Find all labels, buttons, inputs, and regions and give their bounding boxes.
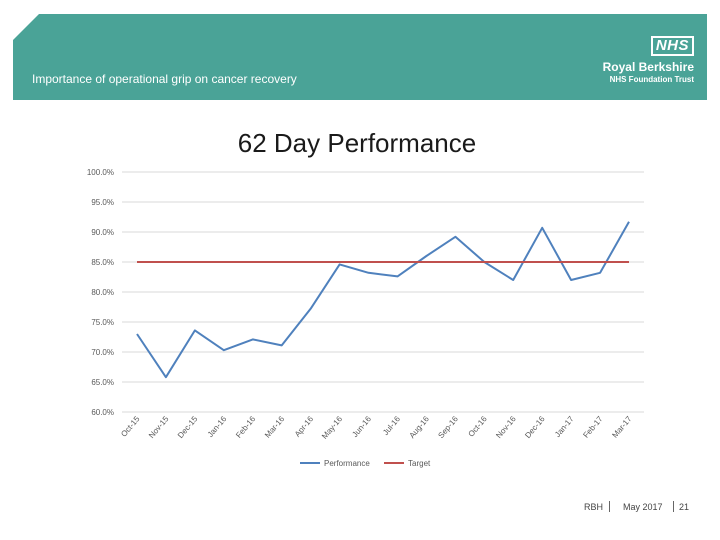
- x-tick-label: Feb-16: [234, 414, 258, 440]
- y-tick-label: 60.0%: [91, 408, 114, 417]
- x-tick-label: Jan-16: [206, 414, 229, 439]
- y-tick-label: 85.0%: [91, 258, 114, 267]
- x-tick-label: Apr-16: [293, 414, 316, 439]
- footer-separator: [609, 501, 610, 512]
- x-tick-label: Dec-15: [176, 414, 200, 440]
- y-tick-label: 95.0%: [91, 198, 114, 207]
- slide-subtitle: Importance of operational grip on cancer…: [32, 72, 297, 86]
- x-tick-label: Nov-15: [147, 414, 171, 440]
- chart-series: [136, 221, 630, 379]
- org-name: Royal Berkshire: [602, 60, 694, 74]
- footer-org: RBH: [584, 502, 604, 512]
- x-tick-label: Jan-17: [553, 414, 576, 439]
- x-tick-label: Mar-16: [263, 414, 287, 440]
- x-tick-label: Oct-16: [466, 414, 489, 439]
- x-tick-label: Feb-17: [581, 414, 605, 440]
- x-tick-label: Jul-16: [381, 414, 402, 437]
- x-tick-label: Mar-17: [610, 414, 634, 440]
- chart-title: 62 Day Performance: [237, 128, 477, 158]
- x-tick-label: Aug-16: [407, 414, 431, 440]
- page-number: 21: [679, 502, 690, 512]
- y-tick-label: 75.0%: [91, 318, 114, 327]
- x-tick-label: Oct-15: [119, 414, 142, 439]
- footer-separator: [673, 501, 674, 512]
- x-tick-label: Jun-16: [350, 414, 373, 439]
- banner-corner: [13, 14, 39, 40]
- chart-legend: Performance Target: [300, 459, 431, 468]
- footer-date: May 2017: [623, 502, 663, 512]
- x-axis: Oct-15 Nov-15 Dec-15 Jan-16 Feb-16 Mar-16 Apr-…: [119, 414, 634, 441]
- x-tick-label: Nov-16: [494, 414, 518, 440]
- series-line-performance: [136, 221, 630, 379]
- y-tick-label: 90.0%: [91, 228, 114, 237]
- y-tick-label: 65.0%: [91, 378, 114, 387]
- legend-label: Target: [408, 459, 431, 468]
- nhs-logo-mark: NHS: [650, 36, 694, 56]
- x-tick-label: May-16: [320, 414, 344, 441]
- y-tick-label: 70.0%: [91, 348, 114, 357]
- header-banner: [13, 14, 707, 100]
- chart-grid: [122, 171, 644, 413]
- org-subname: NHS Foundation Trust: [609, 75, 694, 84]
- y-axis: 60.0% 65.0% 70.0% 75.0% 80.0% 85.0% 90.0% 95.0%…: [87, 168, 114, 417]
- y-tick-label: 80.0%: [91, 288, 114, 297]
- x-tick-label: Sep-16: [436, 414, 460, 440]
- x-tick-label: Dec-16: [523, 414, 547, 440]
- y-tick-label: 100.0%: [87, 168, 114, 177]
- nhs-logo: NHS Royal Berkshire NHS Foundation Trust: [603, 36, 694, 84]
- legend-label: Performance: [324, 459, 370, 468]
